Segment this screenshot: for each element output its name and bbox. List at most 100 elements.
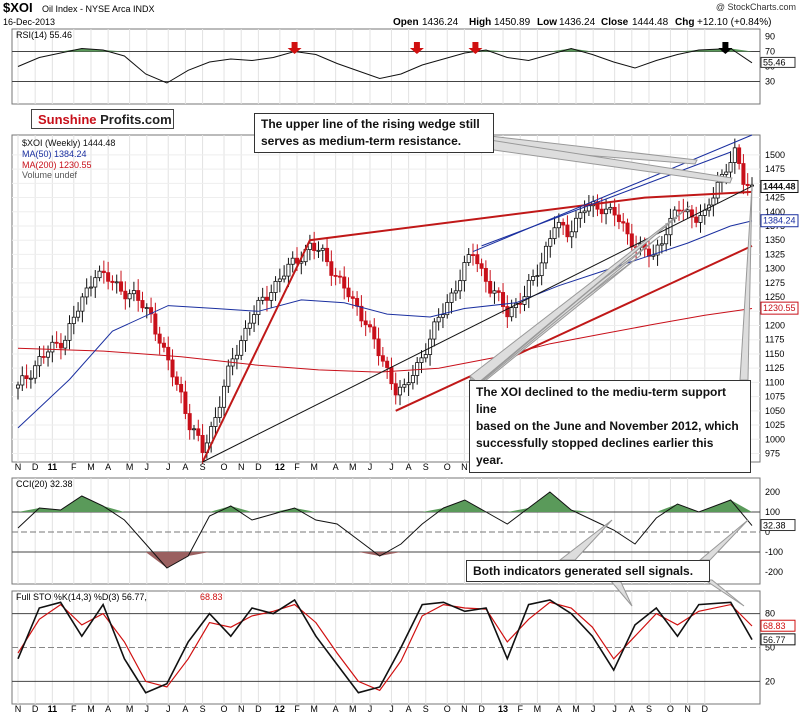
- candle-body: [389, 367, 394, 385]
- candle-body: [410, 375, 415, 384]
- price-last-label: 1444.48: [763, 181, 796, 191]
- candle-body: [101, 270, 106, 274]
- candle-body: [260, 296, 265, 301]
- candle-body: [453, 290, 458, 294]
- x-tick-label: J: [145, 462, 150, 472]
- candle-body: [269, 292, 274, 301]
- candle-body: [166, 346, 171, 361]
- x-tick-label: M: [310, 462, 318, 472]
- candle-body: [256, 299, 261, 316]
- price-last-label: 1384.24: [763, 216, 796, 226]
- copyright: @ StockCharts.com: [716, 2, 796, 12]
- sto-legend-d: 68.83: [200, 592, 223, 602]
- rsi-line: [17, 47, 753, 84]
- candle-body: [402, 384, 407, 388]
- candle-body: [63, 339, 68, 349]
- low-label: Low: [537, 17, 557, 28]
- candle-body: [616, 214, 621, 223]
- candle-body: [496, 290, 501, 293]
- candle-body: [574, 217, 579, 233]
- candle-body: [346, 287, 351, 298]
- candle-body: [741, 163, 746, 185]
- candle-body: [565, 224, 570, 238]
- x-tick-label: J: [368, 704, 373, 714]
- x-tick-label: F: [517, 704, 523, 714]
- x-tick-label: S: [423, 704, 429, 714]
- sto-legend-k: Full STO %K(14,3) %D(3) 56.77,: [16, 592, 147, 602]
- x-tick-label: S: [646, 704, 652, 714]
- red-resistance-line: [201, 190, 753, 463]
- price-value-box: [760, 179, 799, 193]
- chart-date: 16-Dec-2013: [3, 17, 55, 27]
- price-y-tick: 1050: [765, 406, 785, 416]
- legend-price: $XOI (Weekly) 1444.48: [22, 138, 115, 148]
- chg-label: Chg: [675, 17, 694, 28]
- candle-body: [724, 171, 729, 175]
- price-y-tick: 1100: [765, 377, 784, 387]
- candle-body: [715, 181, 720, 199]
- candle-body: [37, 356, 42, 367]
- x-tick-label: J: [166, 704, 171, 714]
- candle-body: [470, 254, 475, 256]
- candle-body: [393, 383, 398, 396]
- candle-body: [226, 365, 231, 387]
- rsi-current-label: 55.46: [763, 57, 786, 67]
- x-tick-label: F: [294, 462, 300, 472]
- black-support-line: [202, 185, 753, 463]
- candle-body: [621, 221, 626, 224]
- candle-body: [552, 227, 557, 240]
- x-tick-label: J: [389, 462, 394, 472]
- candle-body: [131, 290, 136, 295]
- x-tick-label: D: [32, 462, 39, 472]
- x-tick-label: N: [15, 462, 22, 472]
- candle-body: [333, 275, 338, 277]
- candle-body: [355, 298, 360, 307]
- price-y-tick: 1075: [765, 392, 785, 402]
- cci-chart: [12, 491, 760, 569]
- red-support-line: [395, 244, 753, 412]
- x-tick-label: J: [368, 462, 373, 472]
- candle-body: [359, 305, 364, 322]
- candle-body: [406, 382, 411, 386]
- candle-body: [307, 242, 312, 250]
- price-y-tick: 1250: [765, 292, 785, 302]
- candle-body: [93, 277, 98, 288]
- x-tick-label: 11: [48, 462, 58, 472]
- candle-body: [239, 340, 244, 356]
- x-tick-label: N: [461, 462, 468, 472]
- candle-body: [71, 316, 76, 325]
- sell-arrow-icon: [718, 42, 733, 54]
- grid-layer: [12, 29, 760, 704]
- price-last-label: 1230.55: [763, 303, 796, 313]
- x-tick-label: S: [200, 704, 206, 714]
- sto-y-tick: 80: [765, 609, 775, 619]
- candle-body: [629, 233, 634, 248]
- sunshine-profits-logo: Sunshine Profits.com: [31, 109, 174, 129]
- x-tick-label: J: [591, 704, 596, 714]
- candle-body: [290, 257, 295, 265]
- candle-body: [153, 313, 158, 335]
- candle-body: [398, 386, 403, 396]
- candle-body: [458, 280, 463, 292]
- candle-body: [363, 320, 368, 326]
- candle-body: [501, 292, 506, 307]
- sto-k-line: [17, 598, 753, 694]
- candle-body: [569, 231, 574, 238]
- x-tick-label: O: [444, 704, 451, 714]
- candle-body: [110, 280, 115, 283]
- candle-body: [80, 296, 85, 312]
- price-y-tick: 1150: [765, 349, 784, 359]
- candle-body: [136, 290, 141, 301]
- high-value: 1450.89: [494, 17, 531, 28]
- x-tick-label: A: [105, 462, 111, 472]
- sto-y-tick: 20: [765, 676, 775, 686]
- x-tick-label: M: [126, 462, 134, 472]
- candle-body: [191, 428, 196, 431]
- candle-body: [97, 270, 102, 279]
- candle-body: [698, 215, 703, 223]
- cci-y-tick: 0: [765, 527, 770, 537]
- x-tick-label: D: [255, 462, 262, 472]
- candle-body: [479, 263, 484, 269]
- x-tick-label: A: [556, 704, 562, 714]
- candle-body: [24, 375, 29, 380]
